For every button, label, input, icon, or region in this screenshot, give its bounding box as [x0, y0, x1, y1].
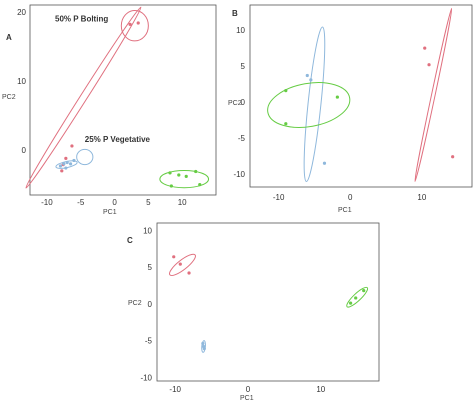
confidence-ellipse: [120, 10, 149, 42]
panel-a-xtick: -5: [77, 198, 85, 207]
data-point: [322, 161, 327, 165]
panel-b-ytick: 0: [241, 98, 246, 107]
data-point: [70, 144, 74, 148]
data-point: [128, 22, 132, 26]
data-point: [60, 169, 64, 173]
panel-a-xlabel: PC1: [103, 209, 117, 216]
panel-c-xtick: -10: [169, 385, 181, 394]
data-point: [201, 344, 206, 349]
panel-c-frame: [156, 222, 380, 382]
panel-c-xtick: 10: [316, 385, 325, 394]
panel-b-ytick: -10: [233, 170, 245, 179]
panel-a-xtick: 10: [178, 198, 187, 207]
panel-c-letter: C: [127, 236, 133, 245]
confidence-ellipse: [267, 82, 351, 128]
data-point: [187, 271, 191, 275]
confidence-ellipse: [303, 26, 326, 183]
confidence-ellipse: [76, 148, 94, 166]
data-point: [362, 289, 366, 293]
confidence-ellipse: [201, 340, 206, 353]
data-point: [451, 155, 455, 159]
data-point: [184, 174, 188, 178]
confidence-ellipse: [25, 6, 142, 189]
data-point: [65, 160, 69, 165]
panel-a-ytick: 0: [22, 146, 27, 155]
data-point: [58, 164, 63, 168]
data-point: [309, 78, 313, 82]
panel-a-ytick: 20: [17, 8, 26, 17]
data-point: [172, 255, 176, 259]
confidence-ellipse: [159, 169, 210, 189]
data-point: [72, 158, 76, 163]
data-point: [354, 296, 358, 300]
panel-a-letter: A: [6, 33, 12, 42]
data-point: [305, 73, 309, 78]
data-point: [68, 162, 73, 166]
data-point: [284, 122, 288, 126]
data-point: [423, 46, 427, 50]
data-point: [178, 262, 182, 266]
annotation-label: 50% P Bolting: [55, 15, 108, 24]
data-point: [349, 301, 353, 305]
panel-b: B PC1 PC2 -10 0 10 10 5 0 -5 -10: [228, 4, 473, 214]
panel-b-xtick: 0: [348, 193, 353, 202]
confidence-ellipse: [169, 253, 196, 277]
panel-c: C PC1 PC2 -10 0 10 10 5 0 -5 -10: [127, 222, 380, 402]
panel-b-xtick: 10: [417, 193, 426, 202]
panel-c-xtick: 0: [246, 385, 251, 394]
panel-b-xtick: -10: [273, 193, 285, 202]
panel-b-ytick: 10: [236, 26, 245, 35]
panel-a: A PC1 PC2 -10 -5 0 5 10 0 10 20 50% P Bolting 25…: [2, 4, 217, 216]
panel-c-ytick: 0: [148, 300, 153, 309]
data-point: [198, 183, 202, 187]
panel-b-ytick: -5: [238, 134, 246, 143]
panel-c-ytick: 5: [148, 263, 153, 272]
data-point: [64, 156, 68, 160]
data-point: [194, 169, 198, 174]
data-point: [201, 341, 205, 346]
confidence-ellipse: [346, 286, 369, 308]
panel-c-xlabel: PC1: [240, 395, 254, 402]
data-point: [169, 184, 173, 188]
panel-b-ytick: 5: [241, 62, 246, 71]
data-point: [335, 95, 339, 99]
panel-c-ytick: -10: [140, 373, 152, 382]
panel-c-ylabel: PC2: [128, 300, 142, 307]
panel-a-xtick: 0: [112, 198, 117, 207]
panel-a-ytick: 10: [17, 77, 26, 86]
data-point: [168, 171, 172, 175]
annotation-label: 25% P Vegetative: [85, 135, 151, 144]
data-point: [427, 63, 431, 67]
confidence-ellipse: [414, 7, 453, 182]
panel-c-ytick: -5: [145, 337, 153, 346]
panel-b-xlabel: PC1: [338, 207, 352, 214]
panel-a-ylabel: PC2: [2, 94, 16, 101]
panel-a-xtick: -10: [41, 198, 53, 207]
data-point: [284, 89, 288, 93]
panel-c-ytick: 10: [143, 226, 152, 235]
data-point: [62, 162, 66, 166]
data-point: [177, 173, 181, 177]
panel-a-frame: [29, 4, 217, 196]
panel-b-ylabel: PC2: [228, 100, 242, 107]
panel-a-xtick: 5: [146, 198, 151, 207]
data-point: [136, 21, 140, 25]
panel-b-frame: [249, 4, 473, 188]
panel-b-letter: B: [232, 9, 238, 18]
data-point: [64, 166, 68, 170]
